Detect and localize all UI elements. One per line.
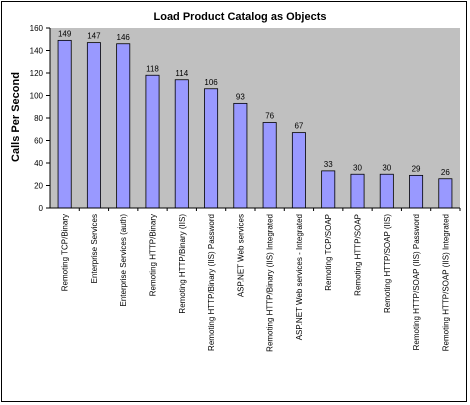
x-category-label: Remoting TCP/SOAP [324,214,333,291]
x-category-label: Remoting HTTP/SOAP [354,214,363,296]
bar [174,79,189,209]
y-tick-label: 160 [30,24,44,33]
bar-value-label: 118 [146,64,159,73]
bar-value-label: 147 [87,32,101,41]
bar-value-label: 114 [175,69,188,78]
bar [438,178,453,209]
bar [321,170,336,209]
y-tick-label: 60 [34,137,43,146]
y-axis-label: Calls Per Second [10,72,22,162]
y-tick-label: 80 [34,114,43,123]
bars: 149 147 146 118 114 106 93 76 67 33 30 30 29 26 [57,29,453,209]
bar [86,42,101,209]
y-tick-label: 120 [30,69,44,78]
x-category-label: Remoting HTTP/SOAP (IIS) Integrated [441,214,450,351]
x-category-label: Enterprise Services (auth) [119,214,128,307]
bar [409,174,424,209]
bar-value-label: 30 [353,163,362,172]
bar-value-label: 93 [236,92,245,101]
bar-value-label: 149 [58,29,72,38]
bar-value-label: 30 [382,163,391,172]
x-category-label: Remoting HTTP/Binary (IIS) [178,214,187,314]
x-category-label: ASP.NET Web services [236,214,245,297]
bar [233,102,248,209]
bar-value-label: 146 [117,33,131,42]
y-tick-label: 140 [30,47,44,56]
bar [116,43,131,209]
x-category-label: Remoting HTTP/SOAP (IIS) Password [412,214,421,350]
x-category-label: ASP.NET Web services - Integrated [295,214,304,340]
x-category-label: Remoting HTTP/Binary (IIS) Integrated [266,214,275,352]
x-category-label: Remoting TCP/Binary [61,214,70,291]
bar [262,122,277,209]
x-category-label: Remoting HTTP/Binary [149,214,158,296]
y-tick-label: 20 [34,182,43,191]
y-tick-label: 100 [30,92,44,101]
x-category-label: Enterprise Services [90,214,99,283]
y-axis: 0 20 40 60 80 100 120 140 160 [30,24,51,213]
x-category-label: Remoting HTTP/Binary (IIS) Password [207,214,216,351]
x-axis: Remoting TCP/Binary Enterprise Services En… [50,207,461,352]
chart-title: Load Product Catalog as Objects [154,11,327,23]
bar-value-label: 106 [204,78,218,87]
y-tick-label: 40 [34,159,43,168]
plot-area [50,28,460,208]
x-category-label: Remoting HTTP/SOAP (IIS) [383,214,392,313]
bar-value-label: 67 [294,122,303,131]
bar-value-label: 33 [324,160,333,169]
bar-value-label: 29 [412,164,421,173]
bar [379,173,394,209]
y-tick-label: 0 [39,204,44,213]
bar [350,173,365,209]
bar [204,88,219,209]
bar-value-label: 26 [441,168,450,177]
bar [145,74,160,209]
bar [57,39,72,209]
bar [291,132,306,209]
bar-value-label: 76 [265,112,274,121]
